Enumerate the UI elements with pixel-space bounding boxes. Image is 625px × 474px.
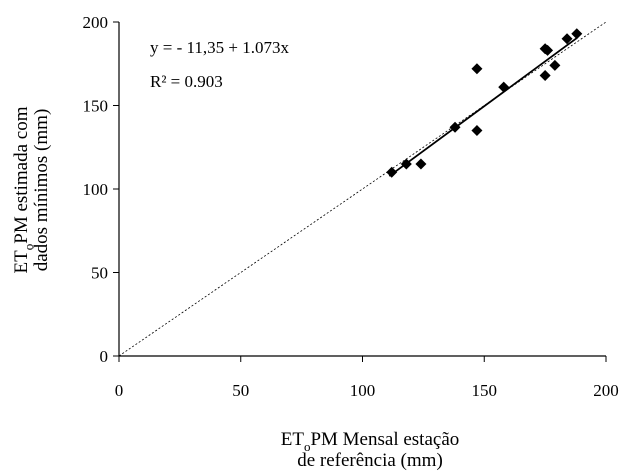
data-point bbox=[471, 125, 483, 137]
annotation-equation: y = - 11,35 + 1.073x bbox=[150, 38, 289, 57]
y-tick-label: 200 bbox=[83, 13, 109, 32]
x-axis-title-line1: EToPM Mensal estação bbox=[281, 429, 460, 454]
y-tick-label: 50 bbox=[91, 264, 108, 283]
data-point bbox=[561, 33, 573, 45]
data-point bbox=[415, 158, 427, 170]
data-point bbox=[386, 166, 398, 178]
data-point bbox=[539, 69, 551, 81]
annotation-r-squared: R² = 0.903 bbox=[150, 72, 223, 91]
regression-line bbox=[388, 37, 578, 177]
x-tick-label: 0 bbox=[115, 381, 124, 400]
y-axis-title-line2: dados mínimos (mm) bbox=[31, 109, 52, 272]
plot-area: 0 50 100 150 200 0 50 100 150 200 bbox=[83, 13, 619, 400]
x-axis-title-line2: de referência (mm) bbox=[297, 450, 443, 471]
y-axis-title-line1: EToPM estimada com bbox=[11, 106, 36, 273]
x-tick-label: 50 bbox=[232, 381, 249, 400]
x-tick-label: 150 bbox=[472, 381, 498, 400]
data-point bbox=[571, 28, 583, 40]
data-point bbox=[549, 59, 561, 71]
y-tick-label: 150 bbox=[83, 97, 109, 116]
data-point bbox=[449, 121, 461, 133]
x-tick-label: 100 bbox=[350, 381, 376, 400]
x-tick-label: 200 bbox=[593, 381, 619, 400]
reference-line-1to1 bbox=[118, 21, 607, 357]
data-points bbox=[386, 28, 583, 178]
data-point bbox=[400, 158, 412, 170]
data-point bbox=[471, 63, 483, 75]
data-point bbox=[498, 81, 510, 93]
data-point bbox=[542, 44, 554, 56]
y-tick-label: 100 bbox=[83, 180, 109, 199]
y-tick-label: 0 bbox=[100, 347, 109, 366]
